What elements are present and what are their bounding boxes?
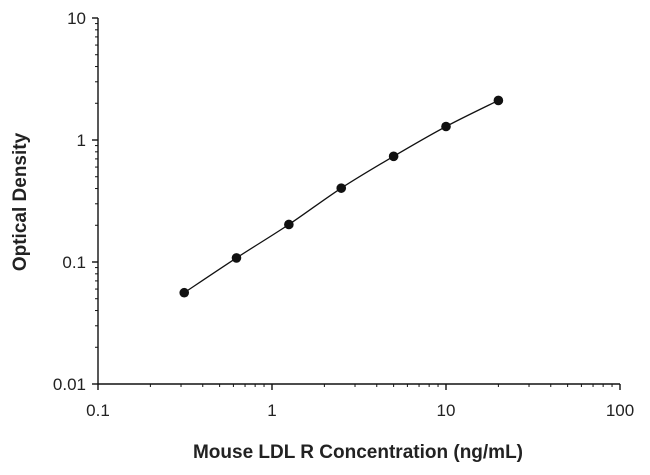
data-point <box>284 219 294 230</box>
y-major-ticks <box>92 17 98 385</box>
data-point <box>493 95 504 106</box>
x-tick-label: 100 <box>606 401 634 420</box>
x-tick-label: 1 <box>267 401 276 420</box>
y-tick-label: 0.01 <box>53 375 86 394</box>
y-tick-label: 0.1 <box>62 253 86 272</box>
data-point <box>179 287 190 298</box>
series-layer <box>179 95 504 298</box>
x-tick-labels: 0.1 1 10 100 <box>86 401 634 420</box>
data-points-group <box>179 95 504 298</box>
y-tick-labels: 0.01 0.1 1 10 <box>53 9 86 394</box>
data-point <box>231 253 242 263</box>
x-axis-title: Mouse LDL R Concentration (ng/mL) <box>193 442 523 463</box>
y-axis-title: Optical Density <box>10 132 31 271</box>
x-minor-ticks <box>149 384 613 387</box>
data-point <box>388 151 399 162</box>
x-tick-label: 0.1 <box>86 401 110 420</box>
fit-curve-line <box>183 99 499 294</box>
data-point <box>441 121 451 132</box>
y-tick-label: 1 <box>77 131 86 150</box>
x-major-ticks <box>97 384 621 390</box>
data-point <box>336 183 347 193</box>
y-tick-label: 10 <box>67 9 86 28</box>
x-tick-label: 10 <box>437 401 456 420</box>
y-minor-ticks <box>95 23 98 348</box>
